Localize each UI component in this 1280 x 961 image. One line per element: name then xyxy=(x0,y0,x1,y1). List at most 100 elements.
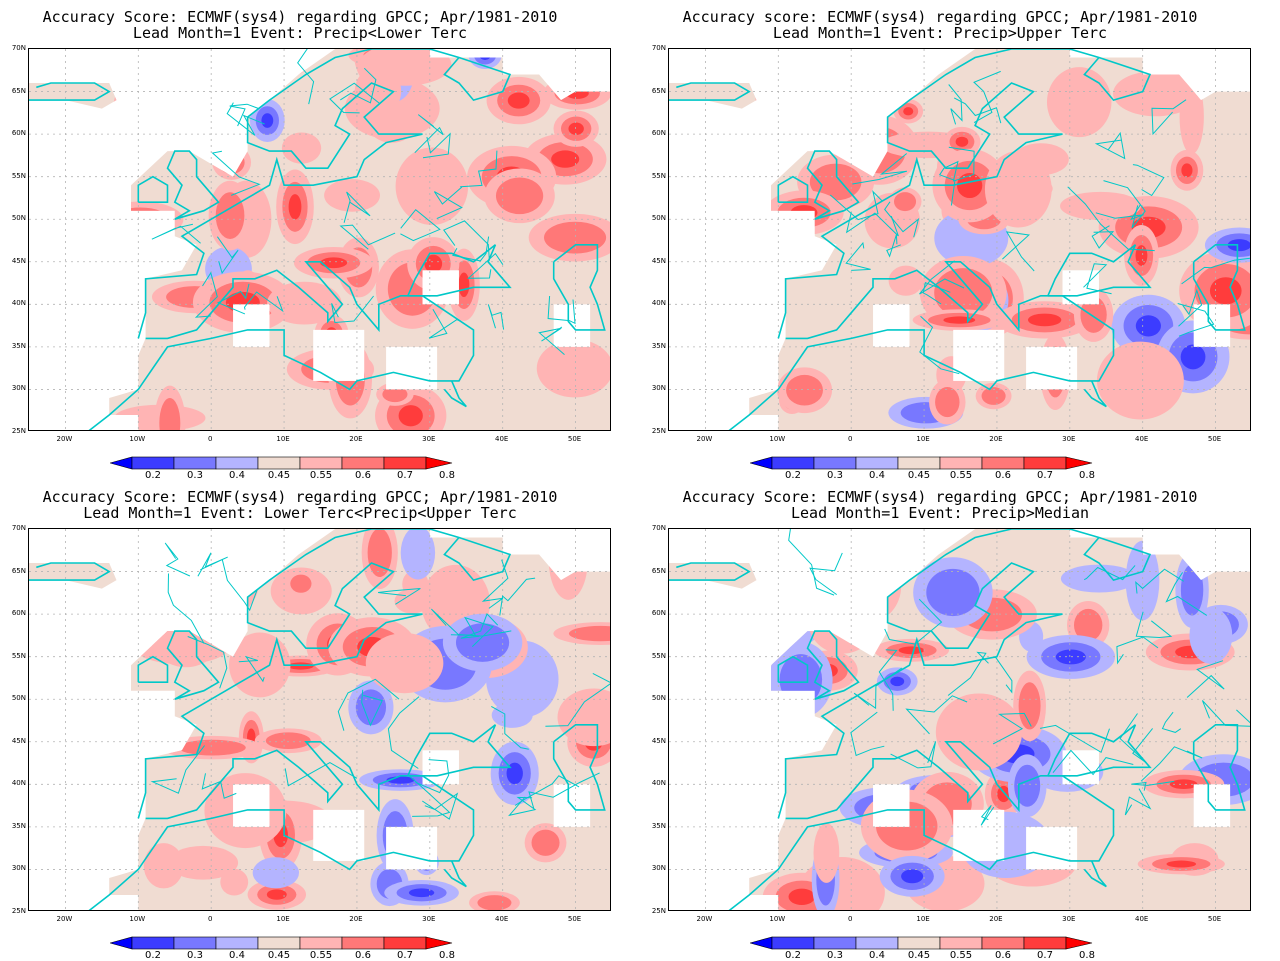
lat-label: 30N xyxy=(651,384,666,393)
colorbar-tick-label: 0.55 xyxy=(949,950,973,961)
colorbar-segment xyxy=(897,936,941,950)
colorbar-segment xyxy=(981,456,1025,470)
colorbar-segment xyxy=(173,936,217,950)
lat-label: 25N xyxy=(11,907,26,915)
colorbar-tick-label: 0.8 xyxy=(1079,950,1095,961)
lon-label: 50E xyxy=(567,915,582,923)
map-panel-1: Accuracy Score: ECMWF(sys4) regarding GP… xyxy=(0,0,640,481)
lon-label: 40E xyxy=(495,915,509,923)
lat-label: 30N xyxy=(11,384,26,393)
lat-label: 65N xyxy=(651,86,666,95)
panel-title: Accuracy Score: ECMWF(sys4) regarding GP… xyxy=(42,488,558,506)
lon-label: 20E xyxy=(989,435,1003,443)
lat-label: 45N xyxy=(651,736,666,745)
colorbar-segment xyxy=(383,456,427,470)
colorbar-segment xyxy=(341,456,385,470)
lon-label: 50E xyxy=(567,435,582,443)
colorbar xyxy=(748,455,1170,470)
colorbar-tick-label: 0.55 xyxy=(309,950,333,961)
colorbar-tick-label: 0.3 xyxy=(187,950,203,961)
lon-label: 30E xyxy=(422,915,436,923)
map-plot xyxy=(28,48,611,431)
lat-label: 55N xyxy=(651,171,666,180)
lon-label: 30E xyxy=(1062,435,1076,443)
lon-label: 20E xyxy=(989,915,1003,923)
lat-label: 65N xyxy=(651,566,666,575)
lat-label: 30N xyxy=(11,864,26,873)
colorbar-tick-label: 0.45 xyxy=(267,950,291,961)
lon-label: 10E xyxy=(276,435,290,443)
lat-label: 60N xyxy=(651,609,666,618)
colorbar-segment xyxy=(855,456,899,470)
colorbar-segment xyxy=(215,936,259,950)
lat-label: 60N xyxy=(11,609,26,618)
colorbar-arrow-low xyxy=(108,936,133,950)
lon-label: 10W xyxy=(769,915,786,923)
panel-subtitle: Lead Month=1 Event: Precip>Upper Terc xyxy=(772,24,1108,42)
panel-title: Accuracy Score: ECMWF(sys4) regarding GP… xyxy=(682,488,1198,506)
panel-title: Accuracy score: ECMWF(sys4) regarding GP… xyxy=(682,8,1198,26)
lat-label: 45N xyxy=(11,736,26,745)
lat-label: 70N xyxy=(651,524,666,532)
lon-label: 40E xyxy=(1135,435,1149,443)
map-plot xyxy=(668,528,1251,911)
colorbar-segment xyxy=(131,936,175,950)
lat-label: 25N xyxy=(651,907,666,915)
colorbar-tick-label: 0.4 xyxy=(229,470,245,481)
lat-label: 40N xyxy=(11,299,26,308)
colorbar-tick-label: 0.4 xyxy=(869,950,885,961)
lon-label: 20W xyxy=(696,435,713,443)
map-panel-2: Accuracy score: ECMWF(sys4) regarding GP… xyxy=(640,0,1280,481)
lat-label: 70N xyxy=(651,44,666,52)
colorbar-segment xyxy=(981,936,1025,950)
lon-label: 10W xyxy=(769,435,786,443)
colorbar-segment xyxy=(897,456,941,470)
colorbar-segment xyxy=(299,936,343,950)
colorbar-segment xyxy=(813,456,857,470)
colorbar-tick-label: 0.2 xyxy=(145,950,161,961)
lon-label: 10E xyxy=(916,915,930,923)
colorbar-tick-label: 0.7 xyxy=(397,950,413,961)
colorbar-tick-label: 0.4 xyxy=(229,950,245,961)
lat-label: 25N xyxy=(651,427,666,435)
lon-label: 40E xyxy=(1135,915,1149,923)
colorbar-tick-label: 0.2 xyxy=(145,470,161,481)
colorbar-tick-label: 0.45 xyxy=(267,470,291,481)
colorbar-tick-label: 0.8 xyxy=(439,950,455,961)
colorbar-arrow-high xyxy=(425,456,453,470)
colorbar-arrow-high xyxy=(1065,936,1093,950)
lon-label: 10E xyxy=(276,915,290,923)
lon-label: 30E xyxy=(422,435,436,443)
lat-label: 35N xyxy=(651,821,666,830)
lat-label: 65N xyxy=(11,86,26,95)
colorbar-arrow-low xyxy=(748,936,773,950)
colorbar-tick-label: 0.55 xyxy=(309,470,333,481)
lat-label: 55N xyxy=(11,651,26,660)
lon-label: 40E xyxy=(495,435,509,443)
map-plot xyxy=(668,48,1251,431)
lon-label: 20W xyxy=(56,435,73,443)
lat-label: 50N xyxy=(651,694,666,703)
colorbar-segment xyxy=(771,936,815,950)
lon-label: 10W xyxy=(129,915,146,923)
lat-label: 60N xyxy=(651,129,666,138)
lat-label: 50N xyxy=(11,694,26,703)
colorbar-tick-label: 0.8 xyxy=(439,470,455,481)
lat-label: 35N xyxy=(11,341,26,350)
colorbar-tick-label: 0.3 xyxy=(827,470,843,481)
colorbar-segment xyxy=(173,456,217,470)
lat-label: 35N xyxy=(651,341,666,350)
colorbar-segment xyxy=(1023,456,1067,470)
lon-label: 20W xyxy=(696,915,713,923)
lat-label: 50N xyxy=(11,214,26,223)
lon-label: 20E xyxy=(349,915,363,923)
lon-label: 0 xyxy=(847,915,853,923)
lon-label: 10W xyxy=(129,435,146,443)
colorbar-tick-label: 0.55 xyxy=(949,470,973,481)
colorbar-segment xyxy=(771,456,815,470)
colorbar-tick-label: 0.6 xyxy=(995,950,1011,961)
colorbar-segment xyxy=(939,936,983,950)
map-panel-4: Accuracy Score: ECMWF(sys4) regarding GP… xyxy=(640,480,1280,961)
colorbar-segment xyxy=(257,936,301,950)
colorbar-tick-label: 0.7 xyxy=(1037,470,1053,481)
